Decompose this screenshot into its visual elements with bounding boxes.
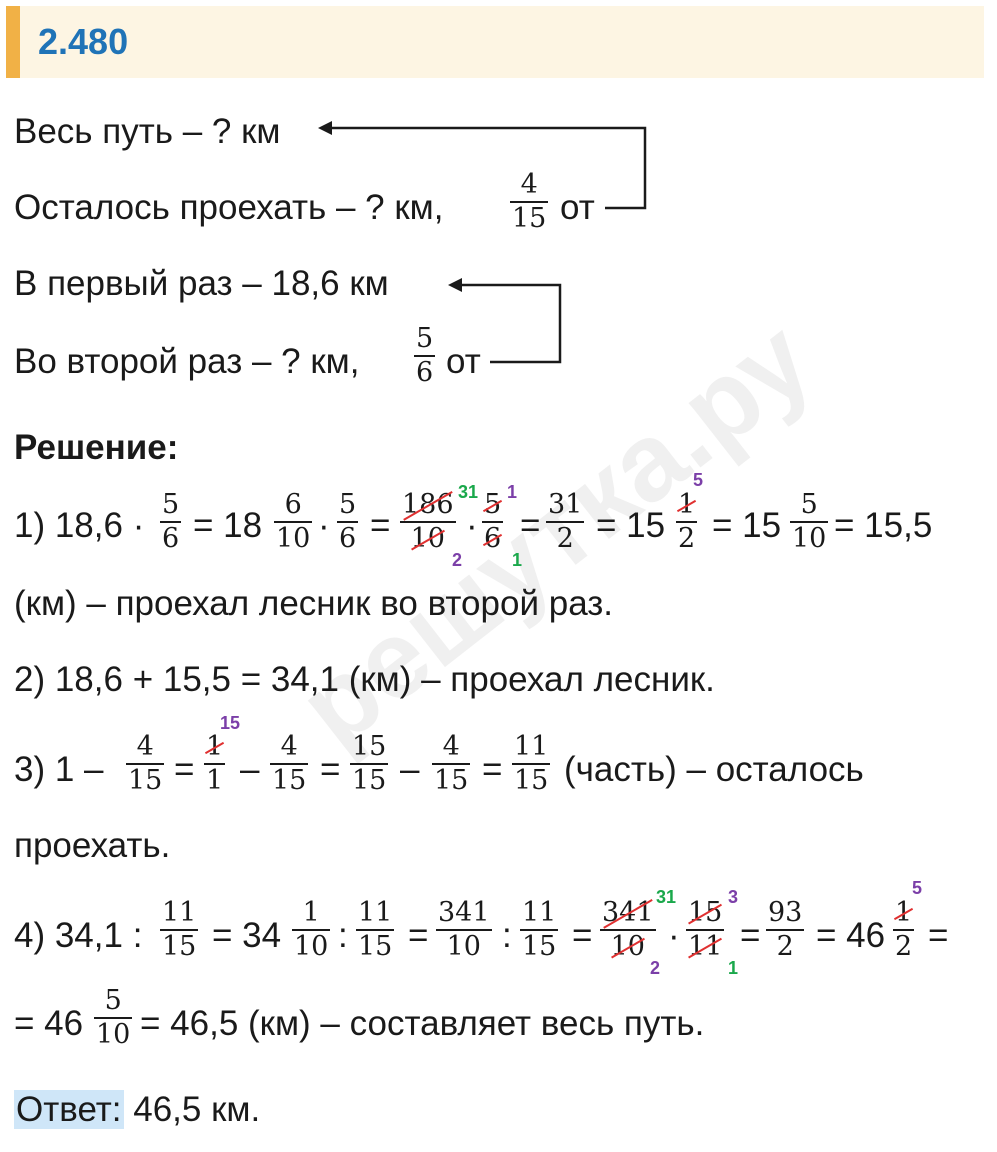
- step4-eq: = 34: [212, 916, 282, 955]
- condition-line-4: Во второй раз – ? км,: [14, 342, 359, 382]
- step3-minus: –: [240, 750, 260, 789]
- fraction-numerator: 4: [520, 169, 538, 200]
- step4-line2-tail: = 46,5 (км) – составляет весь путь.: [140, 1004, 705, 1043]
- step3-eq3: =: [482, 750, 503, 789]
- step4-frac-h: 93 2: [766, 897, 805, 962]
- step1-dot: ·: [318, 506, 330, 545]
- cancel-5: 5: [693, 470, 704, 490]
- step3-tail: (часть) – осталось: [564, 750, 864, 789]
- answer: Ответ: 46,5 км.: [14, 1090, 260, 1130]
- cancel-3: 3: [728, 887, 739, 907]
- step1-frac-b: 6 10: [274, 489, 313, 554]
- step1-frac-h: 5 10: [790, 489, 829, 554]
- step4-colon2: :: [502, 916, 512, 955]
- cancel-2b: 2: [650, 958, 661, 978]
- task-number: 2.480: [38, 21, 129, 62]
- step4-lead: 4) 34,1 :: [14, 916, 143, 955]
- answer-value: 46,5 км.: [133, 1090, 261, 1129]
- step4-eq5: = 46: [816, 916, 886, 955]
- step4-frac-c: 11 15: [356, 897, 395, 962]
- step3-minus2: –: [400, 750, 420, 789]
- cancel-5b: 5: [912, 878, 923, 898]
- step1-eq4: = 15: [596, 506, 666, 545]
- step3-frac-e: 4 15: [432, 731, 471, 796]
- step4-line2-lead: = 46: [14, 1004, 84, 1043]
- cancel-31b: 31: [656, 887, 677, 907]
- step4-frac-e: 11 15: [520, 897, 559, 962]
- condition-line-4-tail: от: [446, 342, 481, 381]
- fraction-denominator: 6: [416, 357, 434, 388]
- step4-eq4: =: [740, 916, 761, 955]
- step4-frac-j: 5 10: [94, 985, 133, 1050]
- step3-frac-f: 11 15: [512, 731, 551, 796]
- step1-frac-f: 31 2: [546, 489, 585, 554]
- step1-tail: = 15,5: [834, 506, 933, 545]
- solution-title: Решение:: [14, 428, 179, 467]
- step4-dot: ·: [668, 916, 680, 955]
- condition-line-1: Весь путь – ? км: [14, 112, 281, 151]
- step1-frac-d: 186 10: [400, 489, 456, 554]
- step1-eq2: =: [370, 506, 391, 545]
- condition-line-2-text: Осталось проехать – ? км,: [14, 188, 444, 227]
- step4-eq3: =: [572, 916, 593, 955]
- cancel-31: 31: [458, 482, 479, 502]
- step4-frac-g: 15 11: [686, 897, 725, 962]
- condition-line-4-text: Во второй раз – ? км,: [14, 342, 360, 381]
- fraction-numerator: 5: [416, 323, 434, 354]
- task-header: 2.480: [6, 6, 984, 78]
- cancel-15: 15: [220, 713, 241, 733]
- cancel-1c: 1: [728, 958, 739, 978]
- step4-eq2: =: [408, 916, 429, 955]
- step1-eq: = 18: [193, 506, 263, 545]
- step4-colon: :: [338, 916, 348, 955]
- condition-line-2-fraction: 4 15: [510, 169, 549, 234]
- cancel-1b: 1: [512, 550, 523, 570]
- step3-frac-a: 4 15: [126, 731, 165, 796]
- step3-lead: 3) 1 –: [14, 750, 104, 789]
- step4-frac-d: 341 10: [436, 897, 492, 962]
- step3-eq: =: [174, 750, 195, 789]
- answer-label: Ответ:: [14, 1090, 124, 1129]
- step3-text: проехать.: [14, 826, 171, 865]
- fraction-denominator: 15: [512, 203, 547, 234]
- condition-line-4-fraction: 5 6: [414, 323, 436, 388]
- cancel-2: 2: [452, 550, 463, 570]
- condition-arrows: [318, 121, 647, 364]
- step4-eq6: =: [928, 916, 949, 955]
- condition-line-3: В первый раз – 18,6 км: [14, 264, 389, 303]
- step3-frac-c: 4 15: [270, 731, 309, 796]
- step1-eq3: =: [520, 506, 541, 545]
- header-accent-bar: [6, 6, 20, 78]
- step3-eq2: =: [320, 750, 341, 789]
- step3-frac-d: 15 15: [350, 731, 389, 796]
- cancel-1a: 1: [507, 482, 518, 502]
- condition-line-2-tail: от: [560, 188, 595, 227]
- step4-frac-a: 11 15: [160, 897, 199, 962]
- step1-text: (км) – проехал лесник во второй раз.: [14, 584, 614, 623]
- step4-frac-b: 1 10: [292, 897, 331, 962]
- step1-eq5: = 15: [712, 506, 782, 545]
- step1-dot2: ·: [466, 506, 478, 545]
- step2: 2) 18,6 + 15,5 = 34,1 (км) – проехал лес…: [14, 660, 715, 699]
- condition-line-2: Осталось проехать – ? км,: [14, 188, 443, 228]
- step4-frac-f: 341 10: [600, 897, 656, 962]
- step1-lead: 1) 18,6 ·: [14, 506, 145, 545]
